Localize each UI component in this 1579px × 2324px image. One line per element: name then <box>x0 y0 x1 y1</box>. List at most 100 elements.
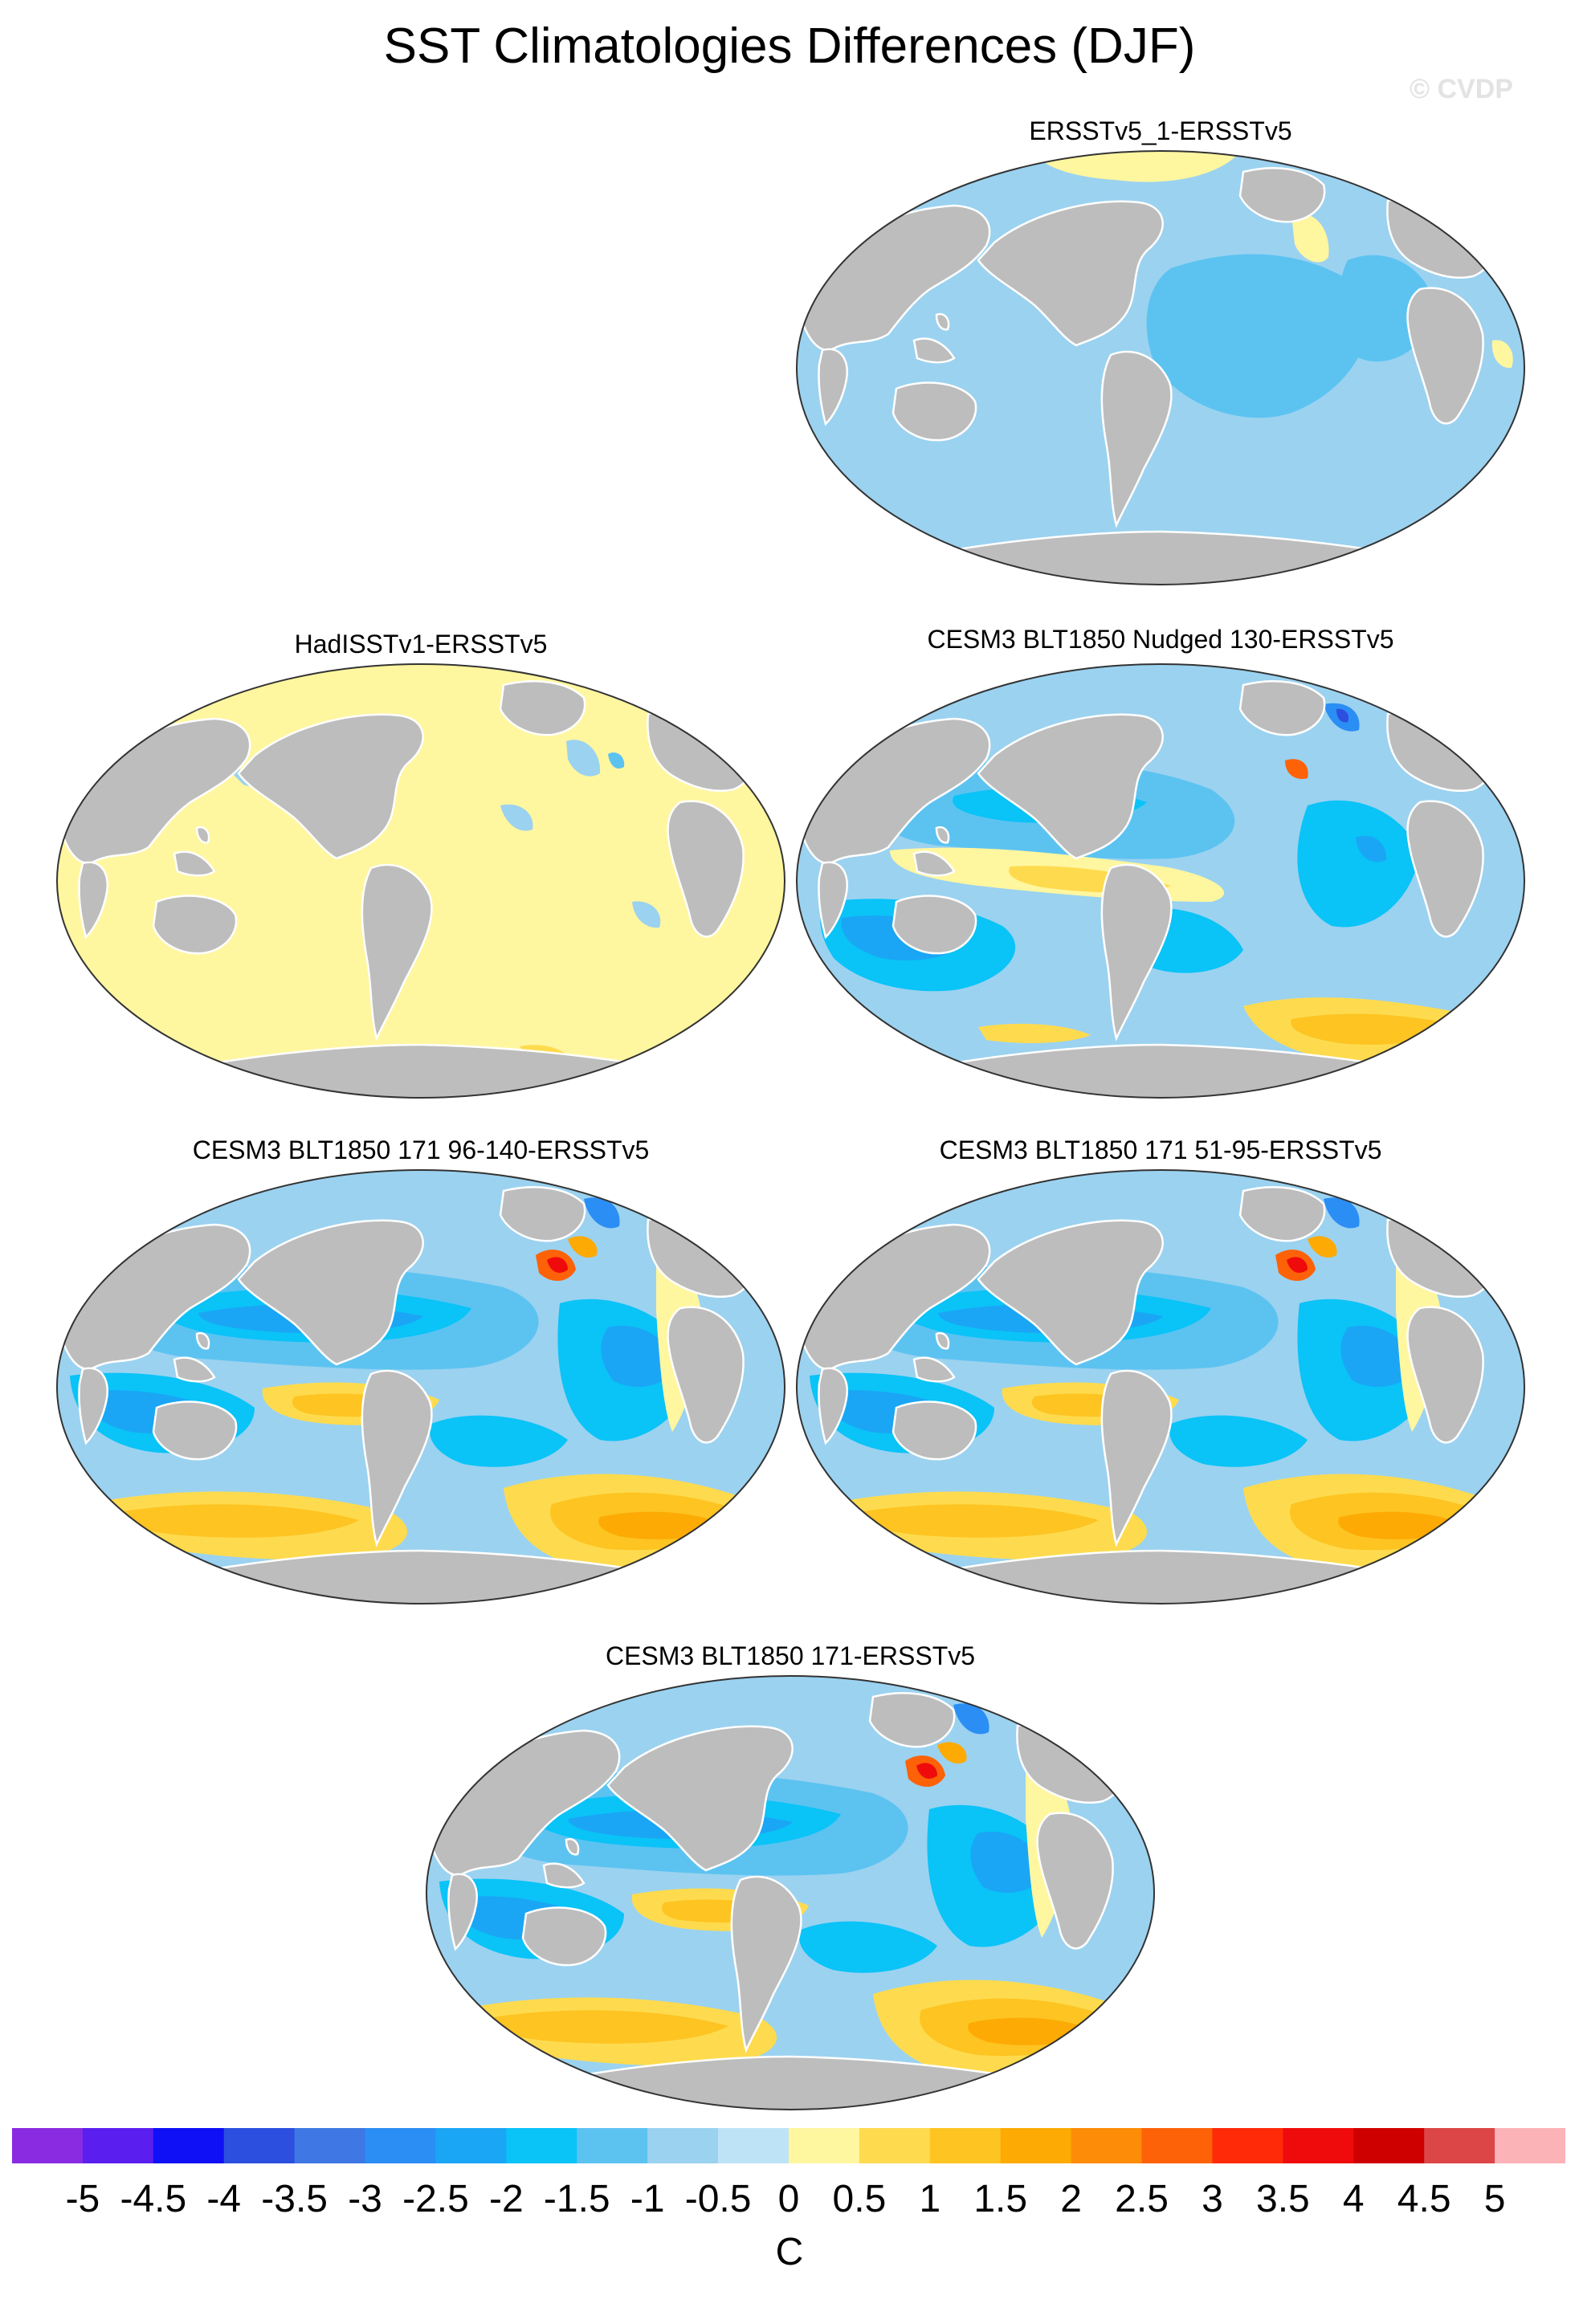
colorbar-swatch <box>1283 2128 1354 2163</box>
colorbar-tick-label: -5 <box>65 2178 100 2220</box>
land-africa-west <box>1406 1306 1484 1444</box>
colorbar-tick-label: -3 <box>348 2178 382 2220</box>
sst-bias-region <box>547 1257 568 1273</box>
land-greenland <box>499 1186 586 1242</box>
sst-bias-region <box>978 1023 1091 1043</box>
land-greenland <box>1238 1186 1326 1242</box>
colorbar-swatch <box>153 2128 225 2163</box>
map-nudged130 <box>796 663 1525 1099</box>
figure-title: SST Climatologies Differences (DJF) <box>383 18 1196 74</box>
land-north-america <box>977 1219 1164 1366</box>
land-africa-west <box>1406 800 1484 938</box>
map-panel-ersst-1: ERSSTv5_1-ERSSTv5 <box>794 112 1528 594</box>
map-hadisst <box>56 663 785 1099</box>
colorbar-swatch <box>1000 2128 1072 2163</box>
land-africa-east <box>818 348 848 426</box>
land-north-america <box>606 1725 794 1872</box>
colorbar-swatch <box>1212 2128 1283 2163</box>
land-maritime-continent <box>173 826 216 877</box>
colorbar-tick-label: -4 <box>206 2178 242 2220</box>
land-greenland <box>868 1692 956 1748</box>
map-outline <box>426 1675 1155 2110</box>
colorbar-tick-label: -1 <box>630 2178 665 2220</box>
colorbar-swatch <box>789 2128 860 2163</box>
land-africa-east <box>78 861 108 940</box>
sst-bias-region <box>1034 151 1243 182</box>
land-south-america <box>1100 863 1173 1042</box>
land-south-america <box>1100 350 1173 528</box>
land-greenland <box>499 680 586 736</box>
sst-bias-region <box>231 1177 263 1194</box>
land-north-america <box>977 713 1164 860</box>
sst-bias-region <box>1297 800 1420 928</box>
sst-bias-region <box>970 1831 1047 1893</box>
map-outline <box>56 663 785 1099</box>
sst-bias-region <box>1340 1325 1417 1387</box>
land-africa-east <box>818 1367 848 1445</box>
sst-bias-region <box>1336 708 1349 723</box>
colorbar-tick-label: 0 <box>777 2178 800 2220</box>
sst-bias-region <box>1169 1415 1308 1467</box>
colorbar-tick-label: 2.5 <box>1115 2178 1169 2220</box>
land-south-america <box>730 1875 802 2053</box>
colorbar-swatch <box>82 2128 154 2163</box>
land-africa-west <box>667 1306 745 1444</box>
colorbar-tick-label: -4.5 <box>120 2178 187 2220</box>
colorbar-tick-label: 4.5 <box>1397 2178 1451 2220</box>
colorbar-swatch <box>859 2128 931 2163</box>
colorbar-swatch <box>435 2128 507 2163</box>
colorbar-swatch <box>1495 2128 1565 2163</box>
map-outline <box>796 150 1525 585</box>
colorbar-tick-label: 3 <box>1202 2178 1223 2220</box>
colorbar-tick-label: -3.5 <box>261 2178 328 2220</box>
colorbar-swatch <box>929 2128 1002 2163</box>
land-australia <box>521 1906 607 1967</box>
land-australia <box>892 1401 977 1461</box>
sst-bias-region <box>916 1763 937 1779</box>
sst-bias-region <box>608 752 625 769</box>
panel-title: HadISSTv1-ERSSTv5 <box>294 630 548 658</box>
colorbar-swatch <box>718 2128 790 2163</box>
land-maritime-continent <box>912 826 956 877</box>
map-panel-blt171: CESM3 BLT1850 171-ERSSTv5 <box>423 1634 1157 2116</box>
panel-title: CESM3 BLT1850 Nudged 130-ERSSTv5 <box>927 625 1394 654</box>
land-australia <box>152 895 238 955</box>
land-maritime-continent <box>912 312 956 364</box>
colorbar-swatch <box>647 2128 719 2163</box>
sst-bias-region <box>1146 254 1369 418</box>
map-blt171 <box>426 1675 1155 2110</box>
panel-title: CESM3 BLT1850 171-ERSSTv5 <box>605 1641 976 1670</box>
land-maritime-continent <box>912 1331 956 1383</box>
colorbar-tick-label: -0.5 <box>684 2178 752 2220</box>
colorbar-swatch <box>506 2128 577 2163</box>
colorbar <box>12 2128 1565 2163</box>
sst-bias-region <box>632 901 661 928</box>
land-south-america <box>361 863 433 1042</box>
land-africa-east <box>818 861 848 940</box>
land-maritime-continent <box>173 1331 216 1383</box>
colorbar-swatch <box>1071 2128 1143 2163</box>
colorbar-tick-label: 2 <box>1060 2178 1082 2220</box>
colorbar-tick-label: -1.5 <box>543 2178 610 2220</box>
land-greenland <box>1238 680 1326 736</box>
map-blt171-51-95 <box>796 1169 1525 1604</box>
colorbar-swatch <box>365 2128 436 2163</box>
sst-bias-region <box>1308 1236 1337 1258</box>
watermark: © CVDP <box>1410 74 1513 104</box>
land-australia <box>892 381 977 442</box>
land-africa-east <box>78 1367 108 1445</box>
colorbar-swatch <box>12 2128 84 2163</box>
sst-bias-region <box>856 1504 1099 1538</box>
colorbar-swatch <box>1424 2128 1495 2163</box>
map-panel-nudged130: CESM3 BLT1850 Nudged 130-ERSSTv5 <box>794 622 1528 1104</box>
land-africa-east <box>447 1873 478 1951</box>
panel-title: ERSSTv5_1-ERSSTv5 <box>1029 116 1292 145</box>
sst-bias-region <box>1324 1197 1360 1229</box>
colorbar-tick-label: 1 <box>919 2178 941 2220</box>
land-north-america <box>237 713 424 860</box>
land-australia <box>152 1401 238 1461</box>
sst-bias-region <box>1491 340 1513 369</box>
colorbar-tick-label: -2.5 <box>402 2178 469 2220</box>
land-north-america <box>237 1219 424 1366</box>
land-africa-west <box>1406 287 1484 425</box>
